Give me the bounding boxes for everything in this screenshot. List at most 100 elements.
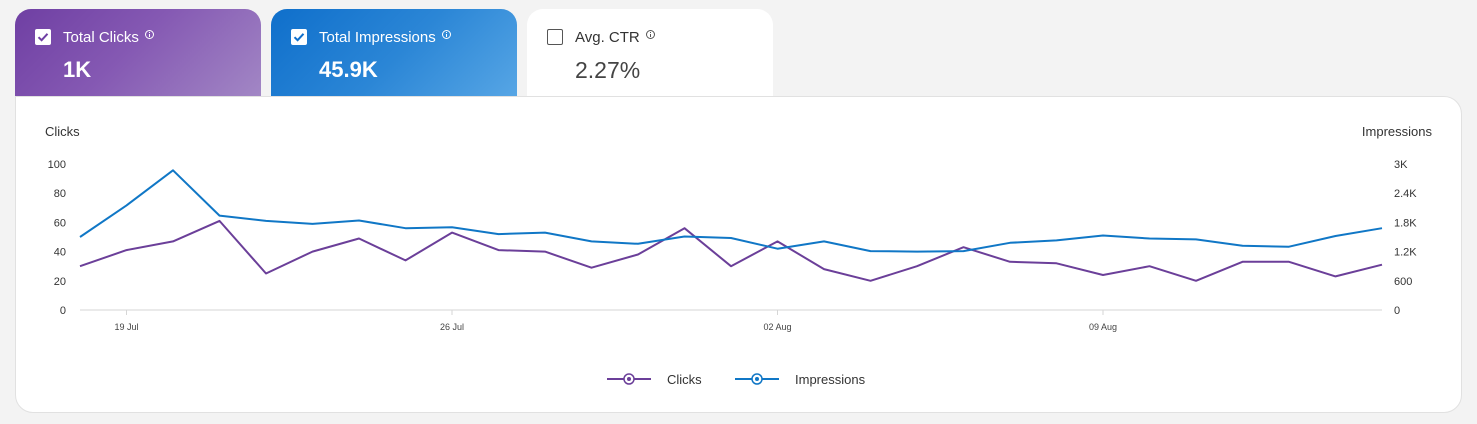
total-impressions-checkbox[interactable] [291,29,307,45]
data-point-impressions[interactable] [1054,237,1060,243]
data-point-clicks[interactable] [682,225,688,231]
checkmark-icon [37,33,49,42]
data-point-impressions[interactable] [1193,236,1199,242]
total-clicks-checkbox[interactable] [35,29,51,45]
data-point-clicks[interactable] [868,278,874,284]
data-point-impressions[interactable] [961,248,967,254]
legend-marker-dot [755,377,759,381]
info-icon[interactable] [645,29,655,39]
data-point-impressions[interactable] [449,224,455,230]
left-axis-title: Clicks [45,124,80,139]
left-tick-label: 80 [54,188,66,200]
data-point-clicks[interactable] [728,263,734,269]
data-point-impressions[interactable] [170,167,176,173]
data-point-clicks[interactable] [124,247,130,253]
total-impressions-card[interactable]: Total Impressions 45.9K [271,9,517,109]
data-point-impressions[interactable] [1100,233,1106,239]
data-point-clicks[interactable] [589,265,595,271]
data-point-impressions[interactable] [1379,225,1385,231]
left-tick-label: 40 [54,247,66,259]
total-impressions-value: 45.9K [319,57,378,82]
data-point-clicks[interactable] [775,238,781,244]
avg-ctr-value: 2.27% [575,57,641,83]
legend-label: Impressions [795,372,866,387]
right-tick-label: 1.8K [1394,217,1417,229]
data-point-clicks[interactable] [263,271,269,277]
data-point-clicks[interactable] [1007,259,1013,265]
data-point-impressions[interactable] [77,234,83,240]
avg-ctr-card[interactable]: Avg. CTR 2.27% [527,9,773,109]
data-point-impressions[interactable] [914,249,920,255]
data-point-clicks[interactable] [821,266,827,272]
x-tick-label: 02 Aug [763,322,791,332]
avg-ctr-checkbox[interactable] [547,29,563,45]
data-point-clicks[interactable] [356,235,362,241]
data-point-impressions[interactable] [1147,235,1153,241]
right-tick-label: 3K [1394,159,1408,171]
data-point-clicks[interactable] [77,263,83,269]
data-point-clicks[interactable] [403,257,409,263]
data-point-impressions[interactable] [1007,240,1013,246]
performance-line-chart: Clicks Impressions 0 20 40 60 80 100 0 600 1.2K… [45,124,1433,387]
left-tick-label: 60 [54,217,66,229]
data-point-clicks[interactable] [1054,260,1060,266]
total-clicks-value: 1K [63,57,92,82]
series-line-clicks[interactable] [79,219,1383,282]
x-tick-label: 19 Jul [114,322,138,332]
data-point-impressions[interactable] [728,235,734,241]
data-point-impressions[interactable] [124,202,130,208]
data-point-impressions[interactable] [775,246,781,252]
legend-label: Clicks [667,372,702,387]
data-point-clicks[interactable] [542,249,548,255]
data-point-impressions[interactable] [542,230,548,236]
data-point-impressions[interactable] [217,213,223,219]
series-line-impressions[interactable] [79,169,1383,253]
checkmark-icon [293,33,305,42]
data-point-clicks[interactable] [496,247,502,253]
data-point-impressions[interactable] [635,241,641,247]
data-point-impressions[interactable] [356,217,362,223]
data-point-clicks[interactable] [635,252,641,258]
right-tick-label: 600 [1394,276,1412,288]
data-point-clicks[interactable] [1193,278,1199,284]
right-tick-label: 1.2K [1394,247,1417,259]
data-point-clicks[interactable] [449,230,455,236]
data-point-clicks[interactable] [310,249,316,255]
data-point-impressions[interactable] [1240,243,1246,249]
info-icon[interactable] [144,29,154,39]
right-tick-label: 0 [1394,305,1400,317]
info-icon[interactable] [441,29,451,39]
left-tick-label: 20 [54,276,66,288]
data-point-impressions[interactable] [682,234,688,240]
data-point-clicks[interactable] [1147,263,1153,269]
performance-chart-panel: Clicks Impressions 0 20 40 60 80 100 0 600 1.2K… [15,96,1462,413]
legend-item-clicks[interactable]: Clicks [607,372,702,387]
total-clicks-card[interactable]: Total Clicks 1K [15,9,261,109]
data-point-clicks[interactable] [217,218,223,224]
x-tick-label: 26 Jul [440,322,464,332]
data-point-impressions[interactable] [1333,233,1339,239]
right-axis-title: Impressions [1362,124,1433,139]
data-point-clicks[interactable] [914,263,920,269]
data-point-impressions[interactable] [403,225,409,231]
data-point-impressions[interactable] [589,238,595,244]
right-tick-label: 2.4K [1394,188,1417,200]
data-point-impressions[interactable] [821,238,827,244]
data-point-impressions[interactable] [868,248,874,254]
data-point-impressions[interactable] [310,221,316,227]
legend-item-impressions[interactable]: Impressions [735,372,866,387]
data-point-clicks[interactable] [1100,272,1106,278]
data-point-clicks[interactable] [1379,262,1385,268]
left-tick-label: 0 [60,305,66,317]
data-point-impressions[interactable] [263,218,269,224]
data-point-clicks[interactable] [1333,273,1339,279]
data-point-clicks[interactable] [1286,259,1292,265]
legend-marker-dot [627,377,631,381]
data-point-clicks[interactable] [170,238,176,244]
total-clicks-label: Total Clicks [63,28,139,46]
total-impressions-label: Total Impressions [319,28,436,46]
avg-ctr-label: Avg. CTR [575,28,640,46]
data-point-impressions[interactable] [1286,244,1292,250]
data-point-clicks[interactable] [1240,259,1246,265]
data-point-impressions[interactable] [496,231,502,237]
